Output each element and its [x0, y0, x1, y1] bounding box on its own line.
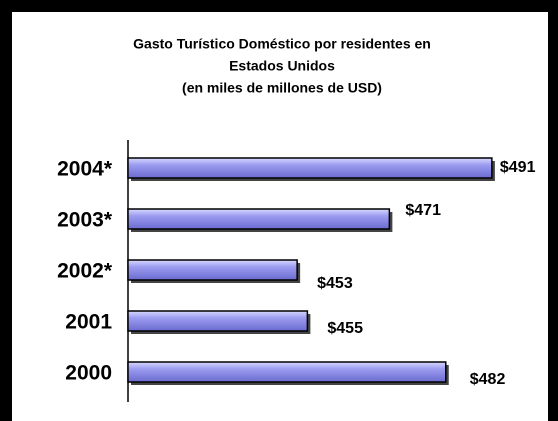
chart-title: Estados Unidos	[229, 58, 335, 74]
y-tick-label: 2001	[65, 311, 112, 334]
bar	[127, 259, 298, 281]
chart-title: (en miles de millones de USD)	[182, 80, 382, 96]
y-tick-label: 2003*	[57, 209, 113, 232]
y-tick-label: 2002*	[57, 260, 113, 283]
y-tick-label: 2004*	[57, 158, 113, 181]
value-label: $455	[327, 320, 363, 337]
value-label: $491	[500, 159, 536, 176]
value-label: $482	[470, 371, 506, 388]
value-label: $453	[317, 275, 353, 292]
bar	[127, 361, 447, 383]
bar	[127, 208, 391, 230]
y-tick-label: 2000	[65, 362, 112, 385]
bar	[127, 157, 493, 179]
bar	[127, 310, 309, 332]
chart-title: Gasto Turístico Doméstico por residentes…	[133, 36, 431, 52]
value-label: $471	[405, 202, 441, 219]
